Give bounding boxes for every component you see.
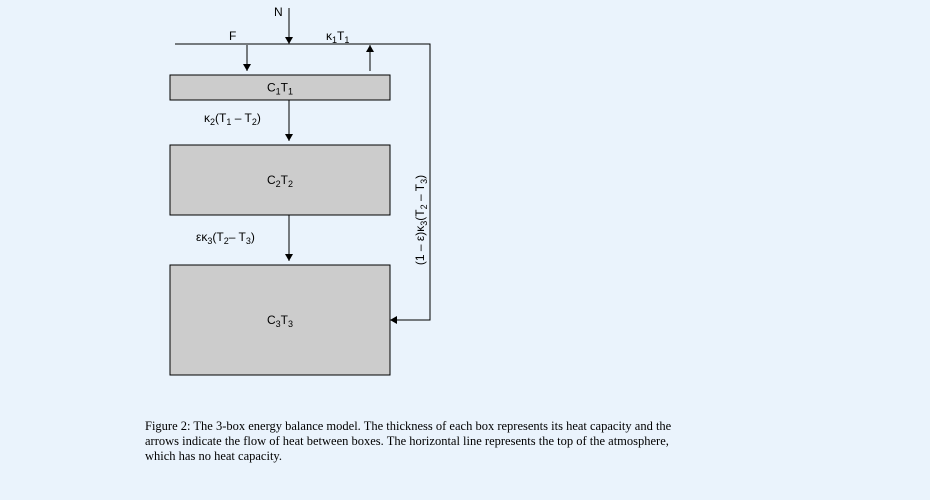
label-N: N — [274, 5, 283, 19]
caption-line-3: which has no heat capacity. — [145, 449, 282, 463]
caption-line-2: arrows indicate the flow of heat between… — [145, 434, 669, 448]
svg-text:(1 – ε)κ3(T2 – T3): (1 – ε)κ3(T2 – T3) — [413, 175, 429, 265]
label-right-return: (1 – ε)κ3(T2 – T3) — [413, 175, 429, 265]
label-F: F — [229, 29, 236, 43]
caption-line-1: Figure 2: The 3-box energy balance model… — [145, 419, 672, 433]
label-kappa1: κ1T1 — [326, 29, 349, 45]
label-kappa2: κ2(T1 – T2) — [204, 111, 261, 127]
energy-balance-diagram: C1T1C2T2C3T3NFκ1T1κ2(T1 – T2)εκ3(T2– T3)… — [0, 0, 930, 500]
label-kappa3: εκ3(T2– T3) — [196, 230, 255, 246]
